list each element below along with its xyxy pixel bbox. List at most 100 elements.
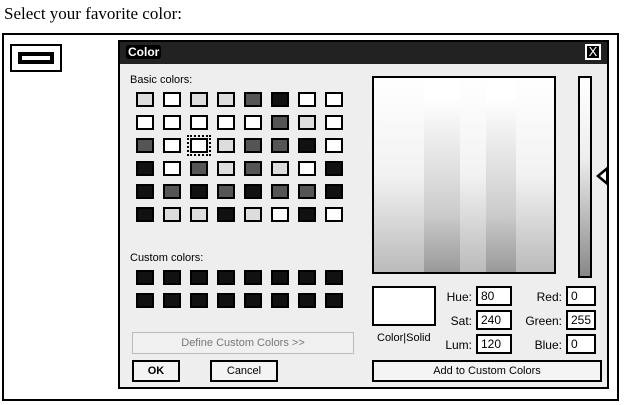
basic-color-cell[interactable] bbox=[163, 207, 181, 222]
color-swatch bbox=[18, 52, 54, 64]
basic-color-cell[interactable] bbox=[190, 184, 208, 199]
custom-color-cell[interactable] bbox=[298, 293, 316, 308]
sat-label: Sat: bbox=[450, 314, 472, 328]
custom-color-cell[interactable] bbox=[163, 270, 181, 285]
basic-color-cell[interactable] bbox=[271, 207, 289, 222]
basic-color-cell[interactable] bbox=[190, 92, 208, 107]
basic-color-cell[interactable] bbox=[244, 184, 262, 199]
basic-colors-grid bbox=[136, 92, 347, 222]
add-to-custom-colors-button[interactable]: Add to Custom Colors bbox=[372, 360, 602, 382]
basic-color-cell[interactable] bbox=[217, 115, 235, 130]
basic-color-cell[interactable] bbox=[325, 115, 343, 130]
basic-color-cell[interactable] bbox=[298, 207, 316, 222]
spectrum-band bbox=[486, 78, 516, 272]
custom-color-cell[interactable] bbox=[298, 270, 316, 285]
basic-color-cell[interactable] bbox=[271, 161, 289, 176]
basic-color-cell[interactable] bbox=[271, 92, 289, 107]
dialog-title: Color bbox=[126, 45, 162, 59]
basic-color-cell[interactable] bbox=[217, 207, 235, 222]
custom-color-cell[interactable] bbox=[325, 270, 343, 285]
basic-color-cell[interactable] bbox=[163, 115, 181, 130]
basic-color-cell[interactable] bbox=[136, 207, 154, 222]
green-label: Green: bbox=[525, 314, 562, 328]
basic-color-cell[interactable] bbox=[136, 161, 154, 176]
custom-color-cell[interactable] bbox=[190, 293, 208, 308]
basic-color-cell[interactable] bbox=[325, 92, 343, 107]
basic-color-cell[interactable] bbox=[217, 92, 235, 107]
basic-color-cell[interactable] bbox=[298, 115, 316, 130]
color-spectrum[interactable] bbox=[372, 76, 556, 274]
lum-label: Lum: bbox=[445, 338, 472, 352]
basic-color-cell[interactable] bbox=[271, 138, 289, 153]
basic-color-cell[interactable] bbox=[271, 184, 289, 199]
basic-color-cell[interactable] bbox=[325, 138, 343, 153]
basic-color-cell[interactable] bbox=[163, 184, 181, 199]
sat-input[interactable] bbox=[476, 310, 512, 330]
luminosity-slider[interactable] bbox=[578, 76, 592, 278]
color-solid-label: Color|Solid bbox=[377, 332, 431, 344]
basic-color-cell[interactable] bbox=[136, 115, 154, 130]
custom-color-cell[interactable] bbox=[271, 293, 289, 308]
green-input[interactable] bbox=[566, 310, 596, 330]
basic-color-cell[interactable] bbox=[190, 207, 208, 222]
custom-color-cell[interactable] bbox=[190, 270, 208, 285]
lum-input[interactable] bbox=[476, 334, 512, 354]
page-heading: Select your favorite color: bbox=[4, 4, 182, 23]
color-picker-button[interactable] bbox=[10, 44, 62, 72]
basic-color-cell[interactable] bbox=[217, 184, 235, 199]
basic-color-cell-selected[interactable] bbox=[187, 135, 211, 156]
basic-color-cell[interactable] bbox=[325, 207, 343, 222]
color-preview bbox=[372, 286, 436, 326]
ok-button[interactable]: OK bbox=[132, 360, 180, 382]
close-button[interactable]: X bbox=[585, 44, 601, 60]
basic-color-cell[interactable] bbox=[217, 161, 235, 176]
custom-color-cell[interactable] bbox=[271, 270, 289, 285]
spectrum-band bbox=[424, 78, 460, 272]
luminosity-arrow-fill bbox=[600, 171, 606, 181]
custom-color-cell[interactable] bbox=[325, 293, 343, 308]
blue-input[interactable] bbox=[566, 334, 596, 354]
basic-color-cell[interactable] bbox=[244, 92, 262, 107]
basic-color-cell[interactable] bbox=[190, 115, 208, 130]
dialog-titlebar[interactable]: Color X bbox=[120, 42, 607, 64]
basic-color-cell[interactable] bbox=[244, 115, 262, 130]
basic-colors-label: Basic colors: bbox=[130, 74, 193, 86]
basic-color-cell[interactable] bbox=[271, 115, 289, 130]
basic-color-cell[interactable] bbox=[136, 184, 154, 199]
basic-color-cell[interactable] bbox=[244, 138, 262, 153]
basic-color-cell[interactable] bbox=[298, 138, 316, 153]
basic-color-cell[interactable] bbox=[136, 138, 154, 153]
basic-color-cell[interactable] bbox=[217, 138, 235, 153]
basic-color-cell[interactable] bbox=[244, 207, 262, 222]
basic-color-cell[interactable] bbox=[136, 92, 154, 107]
red-label: Red: bbox=[536, 290, 562, 304]
hue-label: Hue: bbox=[446, 290, 472, 304]
basic-color-cell[interactable] bbox=[163, 92, 181, 107]
basic-color-cell[interactable] bbox=[298, 92, 316, 107]
custom-color-cell[interactable] bbox=[217, 293, 235, 308]
basic-color-cell[interactable] bbox=[298, 161, 316, 176]
red-input[interactable] bbox=[566, 286, 596, 306]
custom-color-cell[interactable] bbox=[136, 270, 154, 285]
define-custom-colors-button[interactable]: Define Custom Colors >> bbox=[132, 332, 354, 354]
custom-color-cell[interactable] bbox=[217, 270, 235, 285]
hue-input[interactable] bbox=[476, 286, 512, 306]
basic-color-cell[interactable] bbox=[298, 184, 316, 199]
basic-color-cell[interactable] bbox=[325, 184, 343, 199]
custom-colors-grid bbox=[136, 270, 347, 308]
basic-color-cell[interactable] bbox=[163, 161, 181, 176]
basic-color-cell[interactable] bbox=[325, 161, 343, 176]
close-icon: X bbox=[588, 44, 598, 59]
basic-color-cell[interactable] bbox=[190, 161, 208, 176]
page-frame bbox=[2, 33, 619, 401]
custom-color-cell[interactable] bbox=[163, 293, 181, 308]
custom-colors-label: Custom colors: bbox=[130, 252, 204, 264]
custom-color-cell[interactable] bbox=[244, 293, 262, 308]
basic-color-cell[interactable] bbox=[244, 161, 262, 176]
color-dialog: Color X Basic colors: bbox=[118, 40, 609, 389]
basic-color-cell[interactable] bbox=[163, 138, 181, 153]
custom-color-cell[interactable] bbox=[244, 270, 262, 285]
custom-color-cell[interactable] bbox=[136, 293, 154, 308]
cancel-button[interactable]: Cancel bbox=[210, 360, 278, 382]
blue-label: Blue: bbox=[534, 338, 562, 352]
